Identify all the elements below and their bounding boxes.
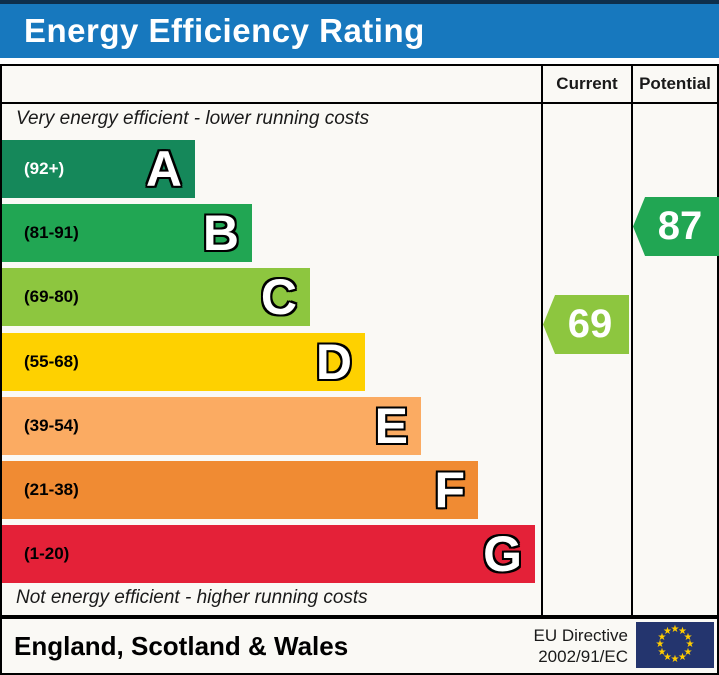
band-e-letter: E bbox=[374, 398, 408, 454]
footer: England, Scotland & Wales EU Directive 2… bbox=[0, 617, 719, 675]
eu-directive-label: EU Directive 2002/91/EC bbox=[534, 625, 628, 667]
region-label: England, Scotland & Wales bbox=[14, 631, 349, 661]
current-value: 69 bbox=[567, 302, 613, 346]
band-a-range: (92+) bbox=[24, 159, 65, 178]
eu-flag: ★ ★ ★ ★ ★ ★ ★ ★ ★ ★ ★ ★ bbox=[636, 622, 714, 668]
eu-star-icon: ★ bbox=[657, 646, 667, 658]
band-c-letter: C bbox=[260, 269, 297, 325]
eu-star-icon: ★ bbox=[678, 626, 687, 637]
band-e: (39-54) E bbox=[2, 397, 421, 455]
band-e-range: (39-54) bbox=[24, 416, 79, 435]
column-header-current: Current bbox=[556, 74, 618, 93]
band-b: (81-91) B bbox=[2, 204, 252, 262]
band-g: (1-20) G bbox=[2, 525, 535, 583]
caption-not-efficient: Not energy efficient - higher running co… bbox=[16, 587, 368, 608]
column-header-potential: Potential bbox=[639, 74, 711, 93]
eu-star-icon: ★ bbox=[655, 639, 665, 650]
eu-directive-line1: EU Directive bbox=[533, 626, 628, 645]
band-a-letter: A bbox=[145, 141, 182, 197]
band-c-range: (69-80) bbox=[24, 287, 79, 306]
header-row-divider bbox=[2, 102, 717, 104]
column-divider-current bbox=[541, 66, 543, 615]
eu-star-icon: ★ bbox=[657, 631, 667, 643]
band-d: (55-68) D bbox=[2, 333, 365, 391]
current-marker: 69 bbox=[543, 295, 629, 354]
potential-marker: 87 bbox=[633, 197, 719, 256]
band-f-range: (21-38) bbox=[24, 480, 79, 499]
caption-very-efficient: Very energy efficient - lower running co… bbox=[16, 108, 370, 129]
band-f-letter: F bbox=[434, 462, 465, 518]
page-title: Energy Efficiency Rating bbox=[24, 12, 425, 49]
eu-star-icon: ★ bbox=[683, 631, 693, 643]
band-f: (21-38) F bbox=[2, 461, 478, 519]
rating-chart: Current Potential Very energy efficient … bbox=[0, 64, 719, 617]
band-d-range: (55-68) bbox=[24, 352, 79, 371]
band-g-range: (1-20) bbox=[24, 544, 70, 563]
eu-star-icon: ★ bbox=[670, 624, 680, 635]
band-b-letter: B bbox=[202, 205, 239, 261]
band-a: (92+) A bbox=[2, 140, 195, 198]
eu-star-icon: ★ bbox=[685, 639, 695, 650]
eu-star-icon: ★ bbox=[670, 654, 680, 665]
band-b-range: (81-91) bbox=[24, 223, 79, 242]
eu-directive-line2: 2002/91/EC bbox=[538, 647, 628, 666]
eu-star-icon: ★ bbox=[678, 651, 687, 663]
band-g-letter: G bbox=[483, 526, 522, 582]
eu-star-icon: ★ bbox=[683, 646, 693, 658]
band-d-letter: D bbox=[315, 334, 352, 390]
eu-star-icon: ★ bbox=[663, 651, 672, 663]
eu-star-icon: ★ bbox=[663, 626, 672, 637]
title-banner: Energy Efficiency Rating bbox=[0, 0, 719, 58]
potential-value: 87 bbox=[657, 204, 703, 248]
band-c: (69-80) C bbox=[2, 268, 310, 326]
column-divider-potential bbox=[631, 66, 633, 615]
